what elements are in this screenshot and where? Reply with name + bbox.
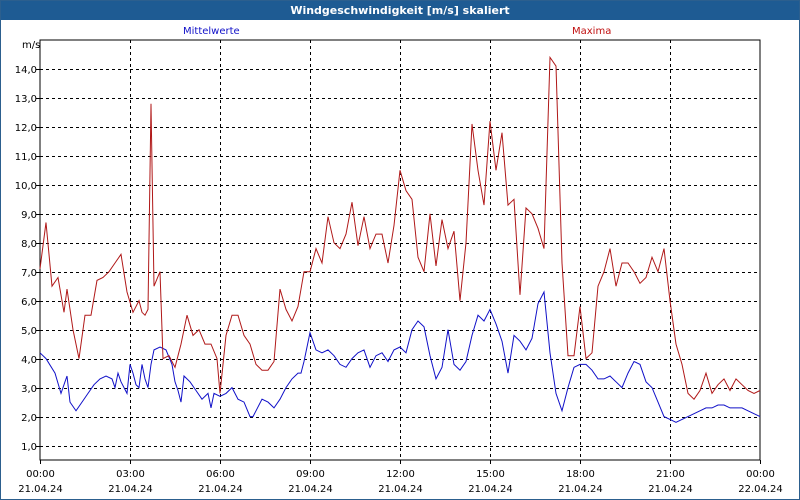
y-tick-label: 11,0 [15,152,37,163]
x-tick-time-label: 18:00 [566,469,595,480]
series-line-maxima [39,55,761,400]
window-title: Windgeschwindigkeit [m/s] skaliert [1,1,799,20]
x-tick-time-label: 21:00 [656,469,685,480]
y-tick-label: 9,0 [21,210,37,221]
y-tick-label: 3,0 [21,384,37,395]
y-tick-label: 13,0 [15,94,37,105]
y-tick-label: 8,0 [21,239,37,250]
y-tick-label: 1,0 [21,442,37,453]
x-tick-time-label: 12:00 [386,469,415,480]
y-tick-label: 14,0 [15,65,37,76]
y-tick-label: 6,0 [21,297,37,308]
x-tick-date-label: 21.04.24 [468,484,513,495]
x-tick-date-label: 21.04.24 [18,484,63,495]
x-tick-date-label: 21.04.24 [378,484,423,495]
y-axis-unit-label: m/s [22,40,41,51]
legend-mean-series: Mittelwerte [183,26,240,37]
series-layer [39,55,761,423]
x-tick-date-label: 21.04.24 [648,484,693,495]
x-tick-date-label: 21.04.24 [558,484,603,495]
x-tick-date-label: 21.04.24 [198,484,243,495]
x-tick-time-label: 00:00 [746,469,775,480]
x-tick-time-label: 06:00 [206,469,235,480]
x-tick-date-label: 21.04.24 [288,484,333,495]
x-tick-date-label: 22.04.24 [738,484,783,495]
x-tick-time-label: 03:00 [116,469,145,480]
y-tick-label: 12,0 [15,123,37,134]
x-tick-date-label: 21.04.24 [108,484,153,495]
x-tick-time-label: 00:00 [26,469,55,480]
series-line-mittelwerte [39,290,761,423]
x-tick-time-label: 09:00 [296,469,325,480]
y-tick-label: 10,0 [15,181,37,192]
y-tick-label: 5,0 [21,326,37,337]
axis-layer: 1,0 2,0 3,0 4,0 5,0 6,0 7,0 8,0 9,0 10,0 11,0 12,0 1… [15,39,783,495]
y-tick-label: 2,0 [21,413,37,424]
grid-layer [40,40,760,460]
legend-max-series: Maxima [572,26,612,37]
x-tick-time-label: 15:00 [476,469,505,480]
y-tick-label: 4,0 [21,355,37,366]
y-tick-label: 7,0 [21,268,37,279]
